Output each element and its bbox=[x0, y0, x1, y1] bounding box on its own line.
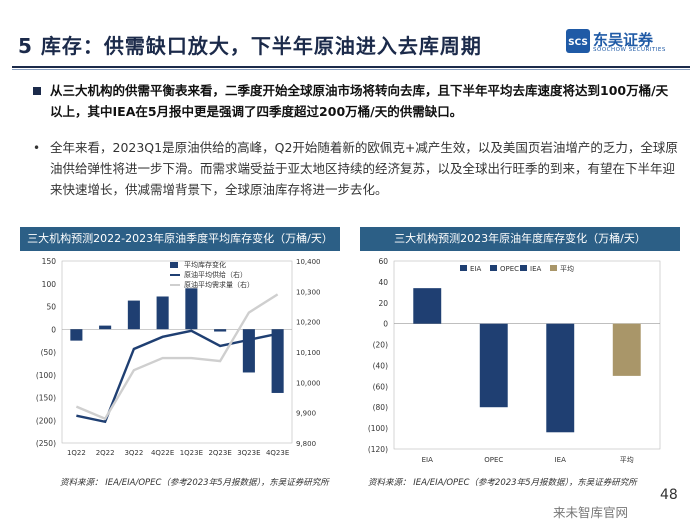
x-axis-tick-label: 4Q22E bbox=[151, 449, 174, 457]
logo-icon-text: SCS bbox=[568, 38, 588, 48]
page-title: 5 库存：供需缺口放大，下半年原油进入去库周期 bbox=[18, 34, 482, 58]
y-axis-tick-label: 20 bbox=[378, 299, 388, 308]
legend-label: 原油平均供给（右） bbox=[184, 270, 247, 279]
x-axis-tick-label: 2Q22 bbox=[96, 449, 115, 457]
y-axis-tick-label: 60 bbox=[378, 257, 388, 266]
chart-title: 三大机构预测2022-2023年原油季度平均库存变化（万桶/天） bbox=[20, 227, 340, 251]
legend-swatch bbox=[520, 265, 527, 271]
paragraph-supply-demand: 从三大机构的供需平衡表来看，二季度开始全球原油市场将转向去库，且下半年平均去库速… bbox=[50, 83, 669, 119]
left-axis-tick-label: (50) bbox=[41, 348, 56, 357]
y-axis-tick-label: (60) bbox=[373, 382, 388, 391]
legend-label: 平均库存变化 bbox=[184, 260, 226, 269]
y-axis-tick-label: (80) bbox=[373, 403, 388, 412]
y-axis-tick-label: (100) bbox=[368, 424, 388, 433]
legend-label: IEA bbox=[530, 265, 541, 273]
y-axis-tick-label: (120) bbox=[368, 445, 388, 454]
chart-annual-svg: 60 40 20 0 (20) (40) (60) (80) (100) (120) EIA OPEC… bbox=[368, 257, 661, 464]
x-axis-tick-label: EIA bbox=[422, 456, 433, 464]
watermark-text: 来未智库官网 bbox=[553, 505, 629, 520]
bar-inventory-change bbox=[214, 329, 227, 332]
square-bullet-icon bbox=[33, 87, 41, 95]
x-axis-tick-label: 1Q22 bbox=[67, 449, 86, 457]
paragraph-annual-outlook: 全年来看，2023Q1是原油供给的高峰，Q2开始随着新的欧佩克+减产生效，以及美… bbox=[50, 140, 678, 197]
line-demand bbox=[75, 293, 279, 421]
right-axis-tick-label: 9,800 bbox=[296, 440, 316, 448]
bar-annual-change bbox=[479, 323, 508, 408]
left-axis-tick-label: 0 bbox=[51, 325, 56, 334]
right-axis-tick-label: 10,400 bbox=[296, 258, 321, 266]
bar-inventory-change bbox=[185, 288, 198, 330]
bar-inventory-change bbox=[242, 329, 255, 373]
left-axis-tick-label: 50 bbox=[46, 303, 56, 312]
bar-inventory-change bbox=[271, 329, 284, 393]
x-axis-tick-label: IEA bbox=[555, 456, 566, 464]
right-axis-tick-label: 10,100 bbox=[296, 349, 321, 357]
x-axis-tick-label: 平均 bbox=[620, 455, 634, 464]
chart-quarterly-inventory: 三大机构预测2022-2023年原油季度平均库存变化（万桶/天） 150 100 5… bbox=[20, 227, 340, 467]
legend-label: EIA bbox=[470, 265, 481, 273]
right-axis-tick-label: 10,000 bbox=[296, 379, 321, 387]
dot-bullet-icon: • bbox=[33, 141, 41, 155]
legend-swatch bbox=[490, 265, 497, 271]
bar-annual-change bbox=[612, 323, 641, 376]
legend-swatch bbox=[170, 262, 178, 268]
bar-annual-change bbox=[546, 323, 575, 433]
page-number: 48 bbox=[660, 487, 678, 503]
header-rule bbox=[12, 66, 690, 68]
right-axis-tick-label: 10,300 bbox=[296, 288, 321, 296]
right-axis-tick-label: 10,200 bbox=[296, 319, 321, 327]
source-note-right: 资料来源： IEA/EIA/OPEC（参考2023年5月报数据），东吴证券研究所 bbox=[368, 478, 637, 488]
x-axis-tick-label: 2Q23E bbox=[208, 449, 231, 457]
left-axis-tick-label: (150) bbox=[36, 394, 56, 403]
bar-inventory-change bbox=[127, 300, 140, 330]
chart-title: 三大机构预测2023年原油年度库存变化（万桶/天） bbox=[360, 227, 680, 251]
left-axis-tick-label: (250) bbox=[36, 439, 56, 448]
left-axis-tick-label: 150 bbox=[42, 257, 57, 266]
legend-label: 平均 bbox=[560, 264, 574, 273]
right-axis-tick-label: 9,900 bbox=[296, 410, 316, 418]
left-axis-tick-label: (200) bbox=[36, 416, 56, 425]
bar-inventory-change bbox=[156, 296, 169, 330]
x-axis-tick-label: 1Q23E bbox=[180, 449, 203, 457]
header-rule-thin bbox=[12, 69, 690, 70]
bar-annual-change bbox=[413, 288, 442, 324]
logo-subtitle: SOOCHOW SECURITIES bbox=[593, 47, 666, 53]
legend-swatch bbox=[550, 265, 557, 271]
company-logo: SCS 东吴证券 SOOCHOW SECURITIES bbox=[565, 28, 690, 56]
bar-inventory-change bbox=[99, 325, 112, 330]
y-axis-tick-label: (40) bbox=[373, 361, 388, 370]
chart-annual-inventory: 三大机构预测2023年原油年度库存变化（万桶/天） 60 40 20 0 (20) (40… bbox=[360, 227, 680, 467]
y-axis-tick-label: (20) bbox=[373, 341, 388, 350]
x-axis-tick-label: 3Q22 bbox=[124, 449, 143, 457]
y-axis-tick-label: 40 bbox=[378, 278, 388, 287]
legend-label: 原油平均需求量（右） bbox=[184, 280, 254, 289]
bar-inventory-change bbox=[70, 329, 83, 341]
legend-swatch bbox=[460, 265, 467, 271]
chart-quarterly-svg: 150 100 50 0 (50) (100) (150) (200) (250) 10,400 1… bbox=[36, 257, 321, 457]
y-axis-tick-label: 0 bbox=[383, 320, 388, 329]
scs-logo-icon: SCS bbox=[566, 29, 590, 53]
left-axis-tick-label: 100 bbox=[42, 280, 57, 289]
left-axis-tick-label: (100) bbox=[36, 371, 56, 380]
source-note-left: 资料来源： IEA/EIA/OPEC（参考2023年5月报数据），东吴证券研究所 bbox=[60, 478, 329, 488]
x-axis-tick-label: 4Q23E bbox=[266, 449, 289, 457]
x-axis-tick-label: OPEC bbox=[484, 456, 503, 464]
x-axis-tick-label: 3Q23E bbox=[237, 449, 260, 457]
legend-label: OPEC bbox=[500, 265, 519, 273]
logo-name: 东吴证券 bbox=[593, 31, 654, 49]
